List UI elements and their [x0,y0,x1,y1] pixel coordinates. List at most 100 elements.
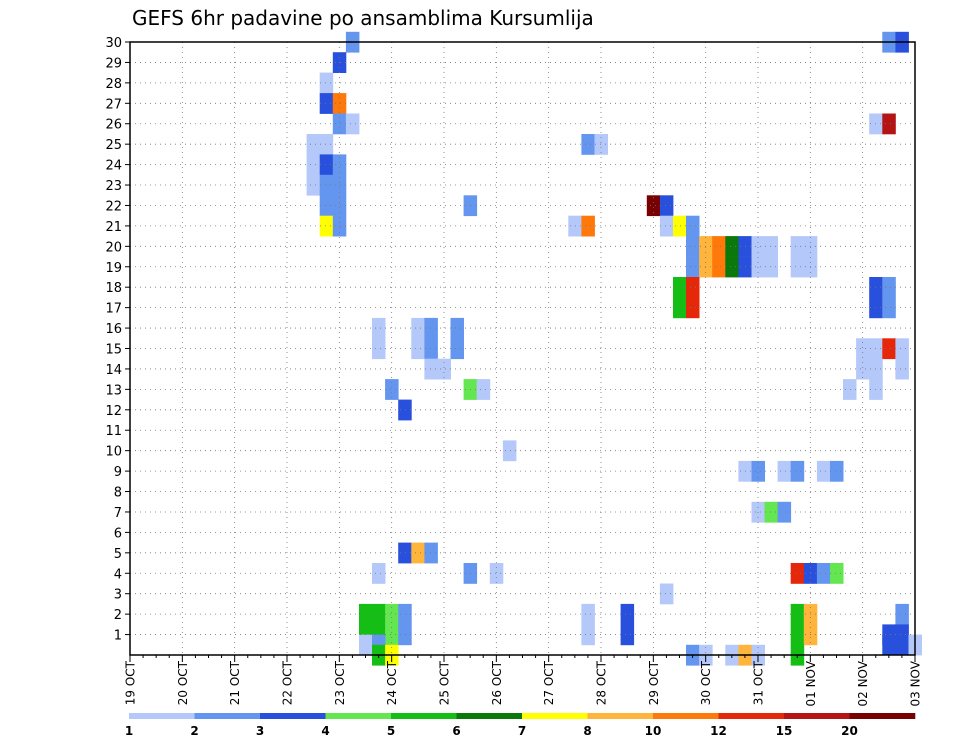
precip-cell [790,256,805,278]
x-tick-label: 27 OCT [542,660,556,705]
y-tick-label: 5 [114,547,122,562]
precip-cell [424,317,438,339]
precip-cell [882,277,896,298]
x-tick-label: 20 OCT [176,660,190,705]
precip-cell [332,174,347,196]
y-tick-label: 17 [105,302,122,317]
precip-cell [659,583,674,605]
colorbar-label: 8 [583,724,591,738]
precip-cell [502,440,517,462]
x-tick-label: 23 OCT [333,660,347,705]
precip-cell [372,563,386,584]
precip-cell [581,624,595,646]
precip-cell [398,399,412,421]
grid-layer [130,41,915,655]
colorbar-swatch [522,713,588,719]
precip-cell [319,134,334,155]
y-tick-label: 3 [114,588,122,603]
y-tick-label: 24 [105,159,122,174]
y-tick-label: 19 [105,261,122,276]
precip-cell [319,72,334,94]
precip-cell [581,603,595,625]
colorbar-swatch [391,713,457,719]
precip-cell [476,379,491,400]
precip-cell [830,563,844,584]
x-tick-label: 21 OCT [228,660,242,705]
y-tick-label: 13 [105,383,122,398]
precip-cell [306,134,321,155]
precip-cell [450,317,464,339]
x-tick-label: 02 NOV [856,660,870,706]
precip-cell [385,624,399,646]
precip-cell [764,256,778,278]
y-tick-label: 6 [114,526,122,541]
colorbar-swatch [260,713,326,719]
precip-cell [882,338,896,360]
precip-cell [332,93,347,114]
y-tick-label: 12 [105,404,122,419]
colorbar-label: 3 [256,724,264,738]
precip-cell [319,154,334,176]
y-tick-label: 8 [114,486,122,501]
precip-cell [385,379,399,400]
precip-cell [790,460,805,482]
precip-cell [359,634,373,656]
precip-cell [345,113,360,135]
y-tick-label: 22 [105,199,122,214]
precip-cell [751,460,765,482]
precip-cell [489,563,504,584]
precip-cell [843,379,857,400]
precip-cell [686,215,700,237]
colorbar-swatch [718,713,785,719]
colorbar-swatch [653,713,719,719]
colorbar-swatch [129,713,195,719]
y-tick-label: 21 [105,220,122,235]
y-tick-label: 29 [105,56,122,71]
x-tick-label: 30 OCT [699,660,713,705]
precip-cell [319,93,334,114]
precip-cell [411,317,425,339]
precip-cell [790,563,805,584]
precip-cell [882,634,896,656]
y-tick-label: 4 [114,567,122,582]
precip-cell [790,624,805,646]
precip-cell [725,236,739,257]
colorbar-label: 2 [190,724,198,738]
colorbar: 1 2 3 4 5 6 7 8 10 12 15 20 [125,713,916,738]
y-tick-label: 18 [105,281,122,296]
x-tick-label: 29 OCT [647,660,661,705]
precip-cell [319,195,334,217]
x-tick-label: 03 NOV [909,660,923,706]
precip-cell [372,603,386,625]
precip-cell [385,603,399,625]
colorbar-label: 5 [387,724,395,738]
precip-cell [620,624,635,646]
precip-cell [424,338,438,360]
colorbar-swatch [456,713,523,719]
precip-cell [686,277,700,298]
precip-cell [332,195,347,217]
precip-cell [306,174,321,196]
precip-cell [411,542,425,564]
x-tick-label: 26 OCT [490,660,504,705]
precip-cell [306,154,321,176]
y-tick-label: 20 [105,240,122,255]
precip-cell [332,113,347,135]
precip-cell [830,460,844,482]
y-tick-label: 30 [105,36,122,51]
precip-cell [673,215,687,237]
precip-cell [725,256,739,278]
precip-cell [319,174,334,196]
precip-cell [594,134,608,155]
precip-cell [659,215,674,237]
precip-cell [620,603,635,625]
x-tick-label: 24 OCT [385,660,399,705]
colorbar-label: 20 [841,724,858,738]
y-tick-label: 7 [114,506,122,521]
precip-cell [437,358,451,380]
precip-cell [816,563,831,584]
colorbar-label: 4 [321,724,329,738]
precip-cell [424,542,438,564]
precip-cell [646,195,661,217]
